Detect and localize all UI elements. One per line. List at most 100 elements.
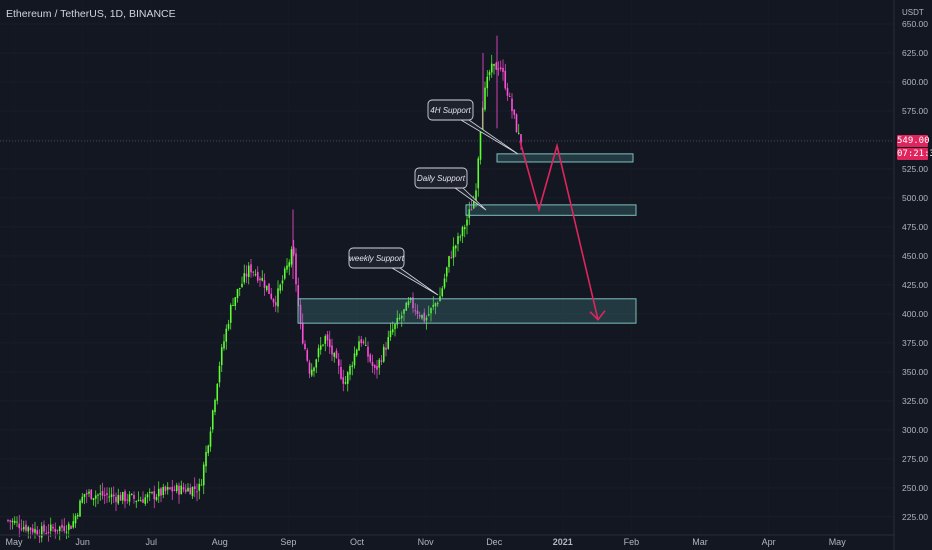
candle-body xyxy=(281,280,284,284)
candle-body xyxy=(394,324,396,330)
candle-body xyxy=(189,487,192,495)
candle-body xyxy=(265,285,268,291)
time-tick-label: Nov xyxy=(418,537,435,547)
candle-body xyxy=(319,345,322,350)
candle-body xyxy=(191,487,194,497)
candle-body xyxy=(112,494,115,497)
candle-body xyxy=(277,288,279,307)
candle-body xyxy=(430,307,432,314)
candlestick-series xyxy=(7,35,522,543)
candle-body xyxy=(349,366,351,375)
candle-body xyxy=(301,322,304,344)
candle-body xyxy=(418,315,421,317)
candle-body xyxy=(180,485,183,495)
candle-body xyxy=(92,498,95,501)
candle-body xyxy=(459,236,462,238)
time-tick-label: May xyxy=(5,537,23,547)
candle-body xyxy=(160,488,162,496)
support-zones xyxy=(297,153,637,324)
candle-body xyxy=(454,245,457,249)
candle-body xyxy=(115,496,117,502)
candle-body xyxy=(405,302,408,311)
time-axis: May Jun Jul Aug Sep Oct Nov Dec 2021 Feb Mar Apr May xyxy=(0,534,894,547)
candle-body xyxy=(436,303,439,305)
candle-body xyxy=(16,521,18,523)
candle-body xyxy=(200,484,203,486)
candle-body xyxy=(79,500,81,517)
candle-body xyxy=(97,494,99,496)
price-tick-label: 450.00 xyxy=(902,251,928,261)
candle-body xyxy=(378,359,381,368)
candle-body xyxy=(344,382,347,384)
candle-body xyxy=(427,314,430,316)
price-tick-label: 525.00 xyxy=(902,164,928,174)
candle-body xyxy=(517,132,520,134)
candle-body xyxy=(504,70,507,89)
callout-box xyxy=(427,99,474,121)
price-tick-label: 475.00 xyxy=(902,222,928,232)
candle-body xyxy=(358,341,360,351)
candle-body xyxy=(337,359,340,366)
candle-body xyxy=(90,489,93,500)
candle-body xyxy=(295,253,297,285)
candle-body xyxy=(52,526,54,529)
price-tick-label: 625.00 xyxy=(902,48,928,58)
time-tick-label: Oct xyxy=(350,537,365,547)
candle-body xyxy=(306,350,309,361)
price-tick-label: 350.00 xyxy=(902,367,928,377)
candle-body xyxy=(54,528,57,532)
candle-body xyxy=(178,485,180,495)
candle-body xyxy=(88,491,90,494)
price-tick-label: 425.00 xyxy=(902,280,928,290)
time-tick-label: Sep xyxy=(280,537,296,547)
candle-body xyxy=(391,329,394,333)
candle-body xyxy=(205,451,207,467)
candle-body xyxy=(279,284,282,291)
candle-body xyxy=(38,535,41,537)
candle-body xyxy=(486,76,489,89)
candle-body xyxy=(443,278,446,288)
candle-body xyxy=(369,354,372,362)
candle-body xyxy=(360,339,363,344)
candle-body xyxy=(373,365,376,368)
candle-body xyxy=(400,315,403,319)
price-tick-label: 300.00 xyxy=(902,425,928,435)
price-tick-label: 650.00 xyxy=(902,19,928,29)
candle-body xyxy=(182,487,185,490)
candle-body xyxy=(499,67,502,70)
candle-body xyxy=(346,372,349,384)
candle-body xyxy=(234,297,237,306)
candle-body xyxy=(304,343,306,350)
candle-body xyxy=(452,246,455,258)
candle-body xyxy=(76,514,79,517)
price-tick-label: 275.00 xyxy=(902,454,928,464)
candle-body xyxy=(457,236,459,245)
currency-unit: USDT xyxy=(902,8,924,17)
candle-body xyxy=(220,347,223,366)
candle-body xyxy=(139,500,142,502)
candle-body xyxy=(290,249,293,265)
candle-body xyxy=(448,256,450,267)
candle-body xyxy=(432,304,435,307)
time-tick-label: Aug xyxy=(212,537,228,547)
candle-body xyxy=(20,528,23,530)
candle-body xyxy=(187,487,189,492)
price-tick-label: 375.00 xyxy=(902,338,928,348)
candle-body xyxy=(85,492,88,495)
candle-body xyxy=(403,309,405,314)
candle-body xyxy=(157,488,160,497)
candle-body xyxy=(241,283,243,288)
candle-body xyxy=(18,523,21,529)
candle-body xyxy=(434,303,437,307)
candle-body xyxy=(153,491,156,500)
candle-body xyxy=(121,492,124,501)
candle-body xyxy=(470,209,473,211)
candle-body xyxy=(45,532,48,534)
candle-body xyxy=(232,304,234,306)
price-tick-label: 250.00 xyxy=(902,483,928,493)
price-tick-label: 575.00 xyxy=(902,106,928,116)
candle-body xyxy=(229,305,232,323)
candle-body xyxy=(299,304,302,324)
candle-body xyxy=(40,526,43,538)
